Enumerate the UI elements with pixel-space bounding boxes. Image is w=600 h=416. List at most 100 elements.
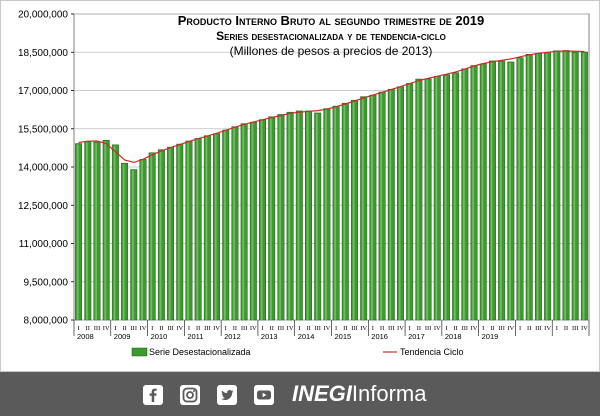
instagram-icon[interactable] (180, 385, 200, 405)
x-quarter-label: III (351, 325, 358, 332)
bar-highlight (104, 141, 107, 320)
bar-highlight (315, 113, 318, 320)
chart-frame: 8,000,000 9,500,000 11,000,000 12,500,000 14… (0, 0, 600, 372)
x-year-label: 2019 (482, 332, 499, 341)
bar (305, 110, 312, 321)
x-quarter-label: IV (103, 325, 110, 332)
bar-highlight (472, 66, 475, 320)
x-quarter-label: II (564, 325, 568, 332)
x-quarter-label: IV (471, 325, 478, 332)
y-tick-label: 14,000,000 (18, 163, 68, 174)
x-quarter-label: IV (287, 325, 294, 332)
x-quarter-label: I (261, 325, 263, 332)
x-quarter-label: I (556, 325, 558, 332)
twitter-icon[interactable] (217, 385, 237, 405)
bar (452, 72, 460, 321)
bar-highlight (555, 51, 557, 320)
bar-highlight (325, 109, 327, 320)
x-quarter-label: I (445, 325, 447, 332)
bar-highlight (168, 148, 171, 320)
x-year-label: 2018 (445, 332, 462, 341)
facebook-icon[interactable] (143, 385, 163, 405)
bar-highlight (223, 131, 226, 320)
x-quarter-label: IV (507, 325, 514, 332)
bar-highlight (481, 64, 484, 320)
bar-highlight (177, 145, 180, 320)
x-quarter-label: III (241, 325, 248, 332)
bar-highlight (509, 62, 511, 320)
y-tick-label: 15,500,000 (18, 124, 68, 135)
bar-highlight (85, 142, 88, 320)
y-tick-label: 9,500,000 (24, 277, 69, 288)
legend-bar-label: Serie Desestacionalizada (149, 347, 251, 357)
x-quarter-label: II (527, 325, 531, 332)
x-quarter-label: III (572, 325, 579, 332)
brand-light-text: Informa (351, 381, 427, 406)
x-quarter-label: I (335, 325, 337, 332)
y-tick-label: 8,000,000 (24, 316, 69, 327)
bar-highlight (76, 144, 79, 320)
x-quarter-label: I (151, 325, 153, 332)
x-year-label: 2011 (187, 332, 203, 341)
x-year-label: 2017 (408, 332, 425, 341)
bar-highlight (334, 107, 337, 321)
x-quarter-label: II (196, 325, 200, 332)
x-quarter-label: IV (213, 325, 220, 332)
bar-highlight (141, 160, 143, 320)
x-quarter-label: III (204, 325, 211, 332)
x-quarter-label: IV (323, 325, 330, 332)
x-quarter-label: III (167, 325, 174, 332)
bar-highlight (122, 164, 125, 320)
x-quarter-label: II (417, 325, 421, 332)
x-quarter-label: II (122, 325, 126, 332)
x-quarter-label: III (314, 325, 321, 332)
bar-highlight (444, 75, 447, 320)
x-quarter-label: III (131, 325, 138, 332)
bar-highlight (159, 150, 162, 320)
x-quarter-label: III (94, 325, 101, 332)
x-quarter-label: II (306, 325, 310, 332)
y-tick-label: 12,500,000 (18, 201, 68, 212)
bar (259, 119, 266, 321)
bar-highlight (407, 84, 410, 320)
x-quarter-label: I (78, 325, 80, 332)
bar-highlight (545, 53, 548, 320)
bar-highlight (435, 77, 438, 320)
x-year-label: 2015 (335, 332, 352, 341)
bar-highlight (131, 170, 134, 320)
y-tick-label: 17,000,000 (18, 86, 68, 97)
x-quarter-label: IV (140, 325, 147, 332)
x-quarter-label: IV (176, 325, 183, 332)
bar-highlight (352, 101, 355, 320)
x-quarter-label: III (425, 325, 432, 332)
x-quarter-label: III (278, 325, 285, 332)
bar-highlight (233, 127, 235, 321)
brand-bold-text: INEGI (292, 381, 352, 406)
legend-line-label: Tendencia Ciclo (400, 347, 464, 357)
x-quarter-label: I (409, 325, 411, 332)
bar-highlight (196, 139, 199, 320)
x-quarter-label: II (233, 325, 237, 332)
bar-highlight (205, 136, 208, 320)
x-quarter-label: II (270, 325, 274, 332)
x-quarter-label: I (519, 325, 521, 332)
youtube-icon[interactable] (254, 385, 274, 405)
x-quarter-label: IV (250, 325, 257, 332)
bar (93, 141, 101, 321)
x-quarter-label: II (490, 325, 494, 332)
chart-units-note: (Millones de pesos a precios de 2013) (229, 44, 433, 58)
x-year-label: 2014 (298, 332, 315, 341)
x-quarter-label: IV (360, 325, 367, 332)
bar-highlight (269, 117, 272, 320)
bar-highlight (463, 69, 465, 320)
y-tick-label: 11,000,000 (19, 239, 69, 250)
chart-plot: 8,000,000 9,500,000 11,000,000 12,500,000 14… (18, 10, 590, 357)
x-quarter-label: I (114, 325, 116, 332)
bar (387, 88, 395, 321)
bar (498, 60, 506, 321)
x-quarter-label: IV (397, 325, 404, 332)
bar-highlight (527, 55, 530, 320)
x-quarter-label: II (380, 325, 384, 332)
bar-highlight (279, 115, 281, 320)
bar-highlight (398, 87, 401, 320)
